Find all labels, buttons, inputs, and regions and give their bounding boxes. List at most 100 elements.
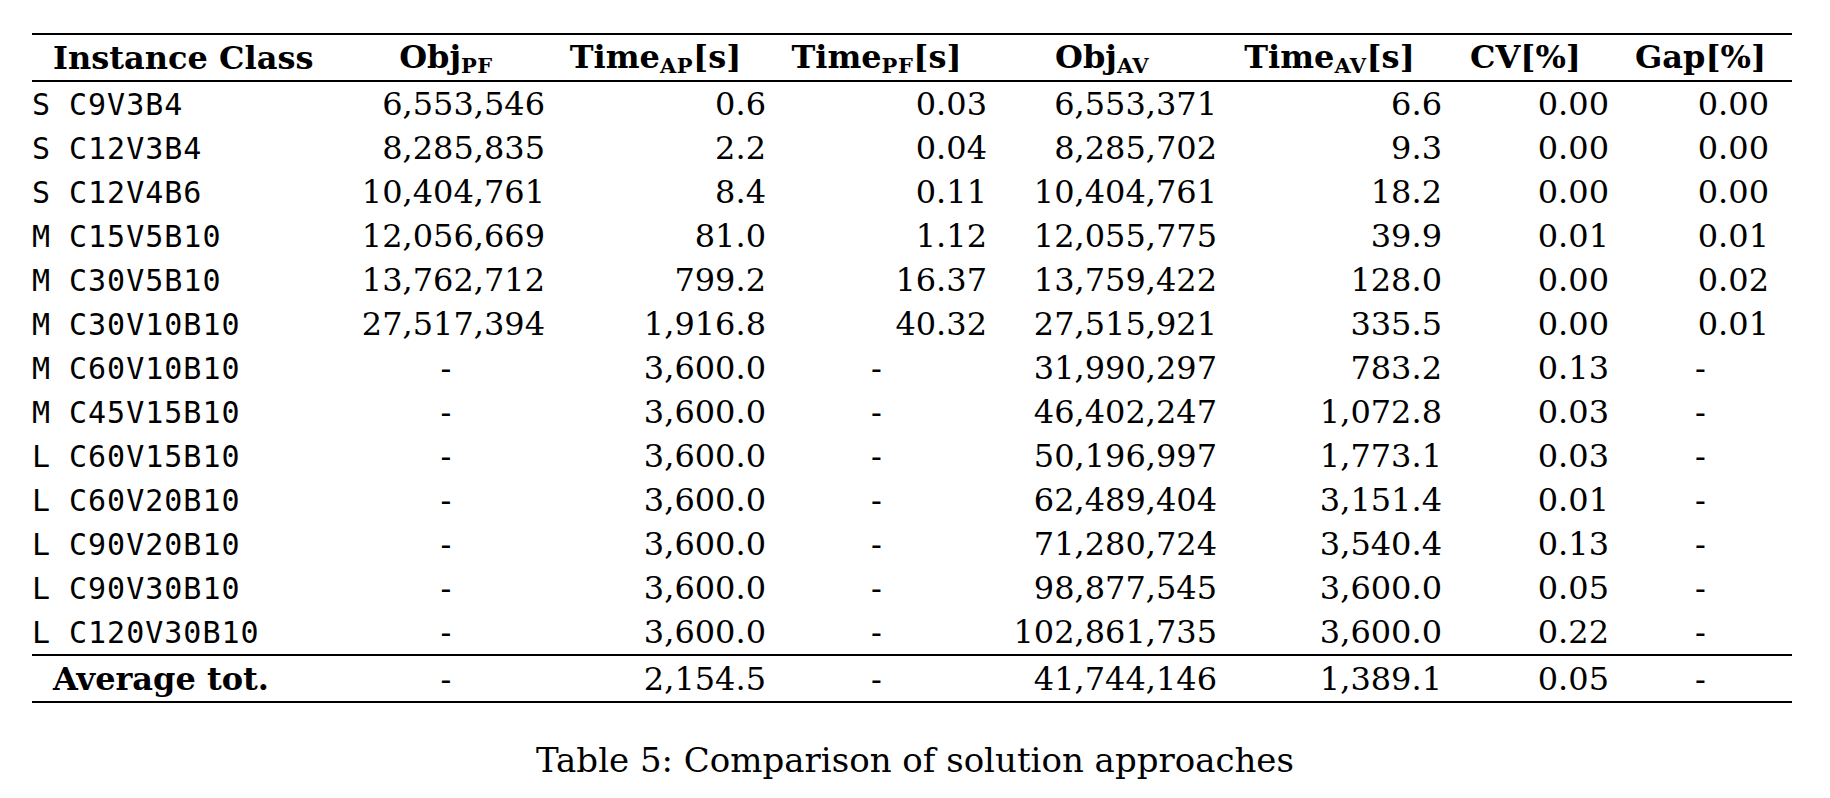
cell-cv: 0.03 xyxy=(1442,390,1609,434)
header-instance-class: Instance Class xyxy=(32,34,347,81)
cell-time-ap: 81.0 xyxy=(545,214,766,258)
cell-time-av: 128.0 xyxy=(1217,258,1442,302)
cell-obj-pf: - xyxy=(347,434,545,478)
header-label: Instance Class xyxy=(53,39,313,77)
cell-gap: - xyxy=(1609,566,1792,610)
instance-name: C12V4B6 xyxy=(69,175,202,210)
cell-time-av: 1,773.1 xyxy=(1217,434,1442,478)
cell-obj-pf: 10,404,761 xyxy=(347,170,545,214)
table-row: SC9V3B46,553,5460.60.036,553,3716.60.000… xyxy=(32,81,1792,126)
results-table-wrap: Instance Class ObjPF TimeAP[s] TimePF[s]… xyxy=(32,33,1792,703)
instance-name: C15V5B10 xyxy=(69,219,222,254)
header-gap: Gap[%] xyxy=(1609,34,1792,81)
header-time-pf: TimePF[s] xyxy=(766,34,987,81)
average-cell-obj-av: 41,744,146 xyxy=(987,655,1217,702)
table-row: MC45V15B10-3,600.0-46,402,2471,072.80.03… xyxy=(32,390,1792,434)
cell-instance-class: LC120V30B10 xyxy=(32,610,347,655)
instance-size: M xyxy=(32,307,69,342)
header-cv: CV[%] xyxy=(1442,34,1609,81)
instance-size: S xyxy=(32,131,69,166)
cell-time-pf: - xyxy=(766,478,987,522)
cell-instance-class: MC45V15B10 xyxy=(32,390,347,434)
cell-obj-av: 10,404,761 xyxy=(987,170,1217,214)
header-suffix: [s] xyxy=(913,38,961,76)
instance-size: M xyxy=(32,351,69,386)
header-subscript: AP xyxy=(660,53,693,78)
average-cell-time-av: 1,389.1 xyxy=(1217,655,1442,702)
table-row: MC15V5B1012,056,66981.01.1212,055,77539.… xyxy=(32,214,1792,258)
cell-gap: 0.00 xyxy=(1609,81,1792,126)
cell-time-ap: 799.2 xyxy=(545,258,766,302)
table-row: SC12V3B48,285,8352.20.048,285,7029.30.00… xyxy=(32,126,1792,170)
cell-obj-av: 31,990,297 xyxy=(987,346,1217,390)
table-row: LC60V20B10-3,600.0-62,489,4043,151.40.01… xyxy=(32,478,1792,522)
instance-name: C30V5B10 xyxy=(69,263,222,298)
header-suffix: [%] xyxy=(1705,38,1766,76)
average-cell-cv: 0.05 xyxy=(1442,655,1609,702)
cell-obj-av: 6,553,371 xyxy=(987,81,1217,126)
header-label: CV xyxy=(1470,38,1520,76)
cell-obj-pf: - xyxy=(347,566,545,610)
instance-name: C45V15B10 xyxy=(69,395,241,430)
results-table: Instance Class ObjPF TimeAP[s] TimePF[s]… xyxy=(32,33,1792,703)
cell-time-ap: 3,600.0 xyxy=(545,390,766,434)
instance-size: L xyxy=(32,615,69,650)
cell-obj-av: 13,759,422 xyxy=(987,258,1217,302)
cell-obj-pf: - xyxy=(347,610,545,655)
cell-obj-av: 71,280,724 xyxy=(987,522,1217,566)
table-row: SC12V4B610,404,7618.40.1110,404,76118.20… xyxy=(32,170,1792,214)
cell-gap: - xyxy=(1609,346,1792,390)
cell-cv: 0.00 xyxy=(1442,170,1609,214)
cell-instance-class: SC12V4B6 xyxy=(32,170,347,214)
header-obj-av: ObjAV xyxy=(987,34,1217,81)
table-row: LC90V20B10-3,600.0-71,280,7243,540.40.13… xyxy=(32,522,1792,566)
cell-cv: 0.00 xyxy=(1442,258,1609,302)
average-cell-time-ap: 2,154.5 xyxy=(545,655,766,702)
header-label: Time xyxy=(570,38,660,76)
cell-obj-pf: - xyxy=(347,522,545,566)
cell-cv: 0.13 xyxy=(1442,522,1609,566)
instance-name: C60V15B10 xyxy=(69,439,241,474)
header-subscript: AV xyxy=(1334,53,1366,78)
header-subscript: AV xyxy=(1117,53,1149,78)
header-time-av: TimeAV[s] xyxy=(1217,34,1442,81)
cell-obj-av: 8,285,702 xyxy=(987,126,1217,170)
cell-time-ap: 3,600.0 xyxy=(545,522,766,566)
header-label: Time xyxy=(1244,38,1334,76)
cell-cv: 0.00 xyxy=(1442,302,1609,346)
cell-cv: 0.00 xyxy=(1442,81,1609,126)
cell-time-pf: - xyxy=(766,434,987,478)
average-cell-obj-pf: - xyxy=(347,655,545,702)
cell-cv: 0.13 xyxy=(1442,346,1609,390)
table-caption: Table 5: Comparison of solution approach… xyxy=(0,740,1830,780)
cell-time-pf: 0.03 xyxy=(766,81,987,126)
cell-time-ap: 1,916.8 xyxy=(545,302,766,346)
cell-time-pf: 16.37 xyxy=(766,258,987,302)
header-suffix: [%] xyxy=(1520,38,1581,76)
cell-obj-pf: 8,285,835 xyxy=(347,126,545,170)
cell-time-ap: 8.4 xyxy=(545,170,766,214)
table-row: MC30V5B1013,762,712799.216.3713,759,4221… xyxy=(32,258,1792,302)
header-time-ap: TimeAP[s] xyxy=(545,34,766,81)
table-row: MC60V10B10-3,600.0-31,990,297783.20.13- xyxy=(32,346,1792,390)
cell-gap: 0.01 xyxy=(1609,302,1792,346)
instance-name: C90V20B10 xyxy=(69,527,241,562)
cell-instance-class: MC30V5B10 xyxy=(32,258,347,302)
cell-obj-pf: 12,056,669 xyxy=(347,214,545,258)
header-suffix: [s] xyxy=(1366,38,1414,76)
cell-time-av: 9.3 xyxy=(1217,126,1442,170)
cell-obj-pf: 13,762,712 xyxy=(347,258,545,302)
cell-time-pf: - xyxy=(766,610,987,655)
table-body: SC9V3B46,553,5460.60.036,553,3716.60.000… xyxy=(32,81,1792,655)
header-row: Instance Class ObjPF TimeAP[s] TimePF[s]… xyxy=(32,34,1792,81)
instance-name: C30V10B10 xyxy=(69,307,241,342)
table-row: LC90V30B10-3,600.0-98,877,5453,600.00.05… xyxy=(32,566,1792,610)
instance-size: L xyxy=(32,571,69,606)
cell-time-pf: - xyxy=(766,522,987,566)
cell-obj-av: 12,055,775 xyxy=(987,214,1217,258)
cell-time-av: 783.2 xyxy=(1217,346,1442,390)
cell-time-ap: 3,600.0 xyxy=(545,346,766,390)
cell-instance-class: LC90V20B10 xyxy=(32,522,347,566)
cell-time-av: 3,151.4 xyxy=(1217,478,1442,522)
cell-instance-class: LC90V30B10 xyxy=(32,566,347,610)
